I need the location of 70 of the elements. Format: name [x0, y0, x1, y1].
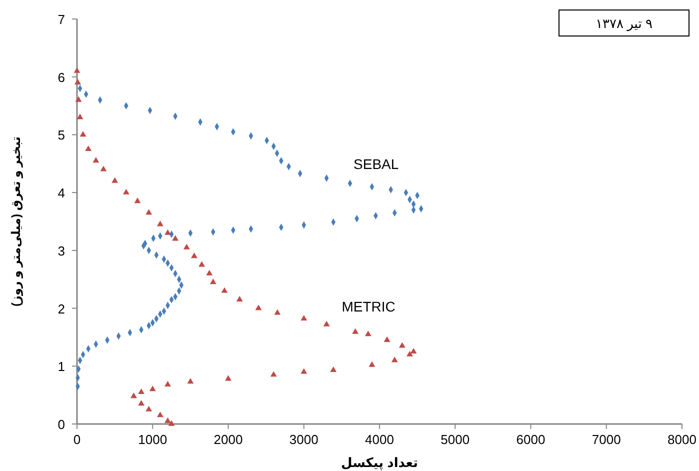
y-tick-label: 5 — [58, 128, 65, 143]
point — [76, 114, 84, 120]
point — [130, 392, 137, 398]
point — [149, 386, 156, 392]
point — [156, 412, 164, 418]
y-tick-label: 2 — [58, 301, 65, 316]
point — [75, 96, 82, 102]
point — [164, 380, 171, 387]
x-tick-label: 8000 — [668, 432, 696, 447]
annotation: ۹ تیر ۱۳۷۸ — [596, 16, 652, 32]
point — [74, 78, 81, 85]
point — [300, 368, 308, 374]
point — [172, 235, 179, 241]
point — [187, 378, 194, 384]
point — [122, 188, 130, 194]
point — [330, 366, 337, 372]
point — [183, 244, 190, 250]
point — [274, 309, 281, 315]
point — [206, 270, 213, 276]
point — [138, 388, 145, 394]
x-tick-label: 6000 — [516, 432, 546, 447]
y-tick-label: 1 — [58, 359, 65, 374]
point — [368, 361, 376, 367]
point — [323, 320, 330, 326]
y-axis-title: تبخیر و تعرق (میلی‌متر و روز) — [9, 136, 23, 306]
point — [198, 261, 206, 267]
point — [270, 371, 277, 377]
point — [210, 278, 216, 284]
series-label: SEBAL — [354, 156, 399, 172]
y-tick-label: 7 — [58, 12, 65, 27]
x-tick-label: 4000 — [365, 432, 394, 447]
point — [134, 198, 141, 204]
y-tick-label: 6 — [58, 70, 65, 85]
point — [164, 417, 171, 423]
point — [74, 67, 80, 73]
point — [221, 287, 228, 293]
point — [398, 342, 406, 348]
x-tick-label: 3000 — [289, 432, 318, 447]
x-tick-label: 5000 — [440, 432, 470, 447]
x-tick-label: 7000 — [592, 432, 621, 447]
point — [146, 406, 152, 412]
point — [410, 348, 417, 354]
x-axis-title: تعداد پیکسل — [340, 455, 418, 471]
point — [92, 157, 100, 163]
point — [138, 400, 145, 406]
point — [190, 252, 198, 258]
point — [236, 296, 243, 302]
point — [85, 145, 92, 152]
point — [80, 130, 86, 137]
point — [225, 375, 232, 381]
point — [156, 220, 164, 226]
point — [255, 304, 262, 310]
y-tick-label: 0 — [58, 417, 65, 432]
point — [384, 336, 390, 342]
point — [146, 209, 152, 215]
point — [406, 350, 413, 356]
series-label: METRIC — [342, 298, 396, 315]
point — [168, 420, 175, 426]
point — [300, 314, 308, 321]
point — [352, 328, 359, 334]
x-tick-label: 2000 — [214, 432, 243, 447]
y-tick-label: 3 — [58, 243, 65, 258]
x-tick-label: 1000 — [138, 432, 168, 447]
x-tick-label: 0 — [73, 432, 81, 447]
point — [100, 166, 107, 172]
point — [391, 356, 398, 362]
point — [112, 177, 118, 183]
y-tick-label: 4 — [58, 186, 65, 201]
point — [164, 229, 171, 235]
point — [364, 330, 372, 336]
